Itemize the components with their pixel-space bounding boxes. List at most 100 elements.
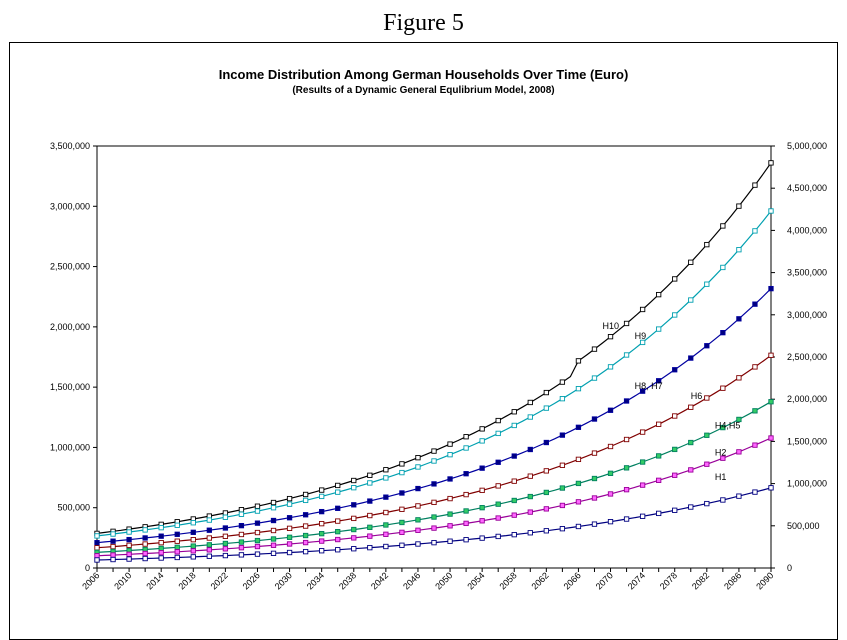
data-point <box>158 550 164 556</box>
data-point <box>495 501 501 507</box>
data-point <box>768 208 774 214</box>
data-point <box>238 522 245 529</box>
data-point <box>656 291 662 298</box>
data-point <box>543 468 549 474</box>
data-point <box>142 527 148 533</box>
x-tick-label: 2030 <box>273 570 294 591</box>
x-tick-label: 2066 <box>562 570 583 591</box>
data-point <box>222 546 229 552</box>
data-point <box>335 505 341 511</box>
x-tick-label: 2042 <box>369 570 390 591</box>
y-left-tick-label: 3,500,000 <box>50 141 90 151</box>
data-point <box>431 499 437 506</box>
data-point <box>383 522 389 528</box>
data-point <box>174 549 180 555</box>
data-point <box>704 395 710 401</box>
data-point <box>511 478 517 484</box>
data-point <box>254 520 261 526</box>
data-point <box>591 416 598 422</box>
data-point <box>302 523 309 529</box>
y-right-tick-label: 2,500,000 <box>787 352 827 362</box>
series-label: H1 <box>715 472 727 482</box>
x-tick-label: 2038 <box>337 570 358 591</box>
data-point <box>351 535 357 541</box>
data-point <box>768 485 774 491</box>
data-point <box>591 475 598 482</box>
y-right-tick-label: 4,000,000 <box>787 225 827 235</box>
data-point <box>704 281 710 287</box>
data-point <box>383 475 389 481</box>
data-point <box>270 499 277 506</box>
data-point <box>736 203 742 209</box>
data-point <box>720 424 726 431</box>
data-point <box>720 264 726 271</box>
data-point <box>270 527 277 534</box>
data-point <box>575 424 582 430</box>
data-point <box>527 509 533 515</box>
y-left-tick-label: 1,000,000 <box>50 442 90 452</box>
data-point <box>607 407 614 413</box>
x-tick-label: 2074 <box>626 570 647 591</box>
data-point <box>559 502 566 509</box>
series-h9: H9 <box>94 208 774 539</box>
data-point <box>736 316 742 322</box>
data-point <box>383 543 389 550</box>
data-point <box>335 518 341 524</box>
data-point <box>511 409 517 415</box>
data-point <box>688 467 694 473</box>
x-tick-label: 2050 <box>433 570 454 591</box>
figure-label: Figure 5 <box>383 10 464 36</box>
data-point <box>399 490 405 496</box>
data-point <box>672 276 678 282</box>
y-left-tick-label: 500,000 <box>57 503 90 513</box>
data-point <box>752 228 758 234</box>
data-point <box>672 472 678 478</box>
data-point <box>495 483 501 489</box>
data-point <box>94 540 100 546</box>
y-right-tick-label: 2,000,000 <box>787 394 827 404</box>
y-right-tick-label: 1,000,000 <box>787 479 827 489</box>
data-point <box>623 487 630 493</box>
data-point <box>383 531 389 537</box>
data-point <box>623 436 630 443</box>
series-label: H10 <box>603 321 620 331</box>
data-point <box>110 543 116 550</box>
y-right-tick-label: 0 <box>787 563 792 573</box>
x-tick-label: 2082 <box>690 570 711 591</box>
data-point <box>511 453 517 459</box>
data-point <box>319 493 325 500</box>
data-point <box>463 537 469 543</box>
data-point <box>656 477 662 483</box>
data-point <box>463 491 469 498</box>
data-point <box>752 364 758 370</box>
data-point <box>639 482 646 488</box>
data-point <box>190 520 196 526</box>
data-point <box>399 469 405 476</box>
data-point <box>688 355 694 361</box>
data-point <box>447 523 453 529</box>
data-point <box>222 525 229 531</box>
data-point <box>543 439 549 446</box>
data-point <box>399 519 405 526</box>
data-point <box>415 485 421 492</box>
data-point <box>126 529 132 535</box>
data-point <box>656 378 662 384</box>
data-point <box>238 545 245 551</box>
chart-subtitle: (Results of a Dynamic General Equlibrium… <box>292 85 555 96</box>
data-point <box>623 320 630 327</box>
series-label: H4,H5 <box>715 420 741 430</box>
data-point <box>591 495 598 501</box>
data-point <box>94 533 100 539</box>
data-point <box>206 535 212 541</box>
data-point <box>302 491 309 498</box>
x-tick-label: 2046 <box>401 570 422 591</box>
data-point <box>559 462 566 468</box>
data-point <box>238 507 245 513</box>
y-left-tick-label: 0 <box>85 563 90 573</box>
data-point <box>399 461 405 467</box>
data-point <box>575 358 582 364</box>
data-point <box>351 546 357 552</box>
data-point <box>591 375 598 381</box>
data-point <box>302 548 309 555</box>
